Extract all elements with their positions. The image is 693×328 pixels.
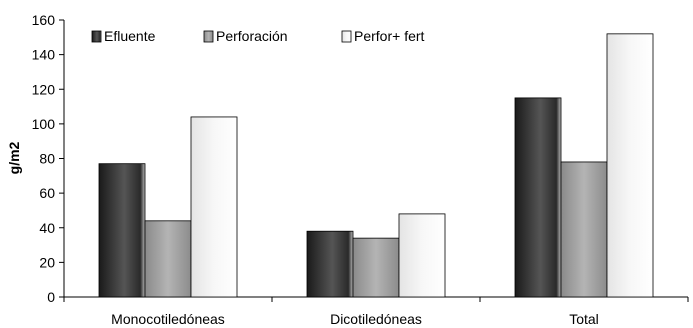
y-tick-label: 0 — [47, 289, 55, 305]
bar-perforacion — [352, 237, 400, 298]
y-axis: 0 20 40 60 80 100 120 140 160 — [32, 12, 65, 305]
y-tick-label: 20 — [39, 254, 55, 270]
bar-perfor_fert — [398, 213, 446, 298]
y-tick-label: 100 — [32, 116, 56, 132]
y-tick-label: 40 — [39, 220, 55, 236]
legend: Efluente Perforación Perfor+ fert — [91, 28, 425, 44]
bars — [98, 33, 654, 298]
x-category-label: Dicotiledóneas — [330, 311, 422, 327]
bar-perfor_fert — [190, 116, 238, 298]
bar-perforacion — [560, 161, 608, 298]
bar-efluente — [306, 230, 354, 298]
y-tick-label: 140 — [32, 47, 56, 63]
y-tick-label: 80 — [39, 151, 55, 167]
legend-label: Efluente — [104, 28, 156, 44]
x-axis: Monocotiledóneas Dicotiledóneas Total — [63, 296, 689, 327]
y-tick-label: 120 — [32, 81, 56, 97]
x-category-label: Total — [569, 311, 599, 327]
bar-perfor_fert — [606, 33, 654, 298]
y-tick-label: 160 — [32, 12, 56, 28]
legend-label: Perfor+ fert — [354, 28, 425, 44]
legend-swatch-perforacion — [203, 30, 214, 43]
bar-efluente — [98, 163, 146, 298]
legend-label: Perforación — [216, 28, 288, 44]
bar-efluente — [514, 97, 562, 298]
bar-perforacion — [144, 220, 192, 298]
x-category-label: Monocotiledóneas — [111, 311, 225, 327]
legend-swatch-perfor_fert — [341, 30, 352, 43]
y-axis-title: g/m2 — [6, 141, 22, 174]
y-tick-label: 60 — [39, 185, 55, 201]
legend-swatch-efluente — [91, 30, 102, 43]
